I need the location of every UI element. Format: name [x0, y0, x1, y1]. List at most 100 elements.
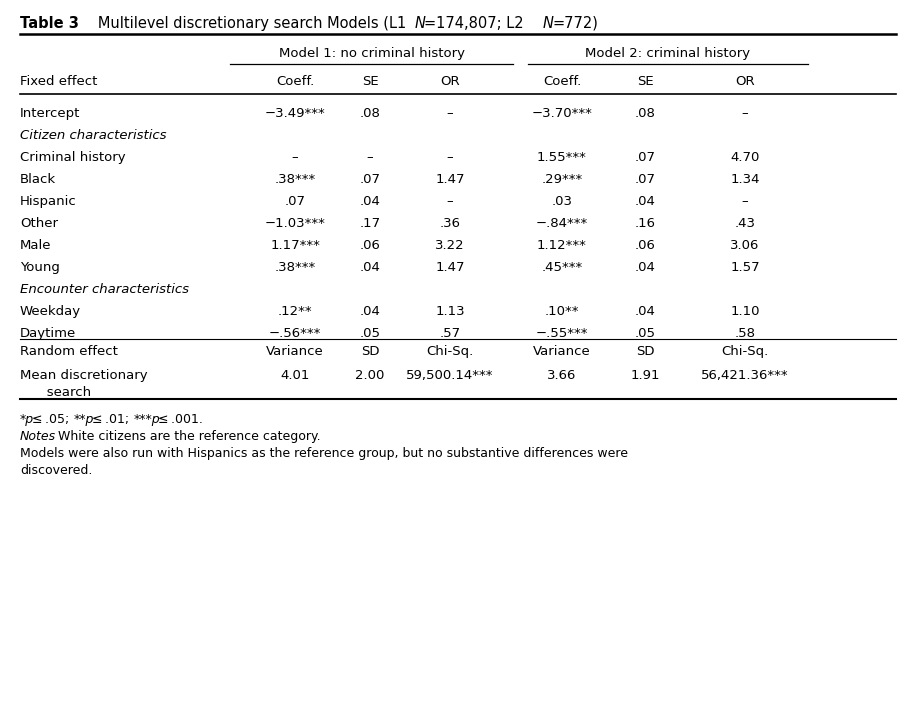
Text: Criminal history: Criminal history [20, 151, 125, 164]
Text: .06: .06 [635, 239, 656, 252]
Text: 1.57: 1.57 [730, 261, 759, 274]
Text: .45***: .45*** [541, 261, 583, 274]
Text: –: – [366, 151, 374, 164]
Text: 1.10: 1.10 [730, 305, 759, 318]
Text: *p: *p [20, 413, 34, 426]
Text: –: – [742, 107, 748, 120]
Text: Chi-Sq.: Chi-Sq. [722, 345, 769, 358]
Text: –: – [447, 195, 453, 208]
Text: .58: .58 [735, 327, 756, 340]
Text: .12**: .12** [278, 305, 312, 318]
Text: .04: .04 [360, 195, 380, 208]
Text: ≤ .01;: ≤ .01; [92, 413, 133, 426]
Text: −3.49***: −3.49*** [265, 107, 325, 120]
Text: SE: SE [362, 75, 378, 88]
Text: ≤ .001.: ≤ .001. [158, 413, 202, 426]
Text: .16: .16 [635, 217, 656, 230]
Text: Coeff.: Coeff. [543, 75, 581, 88]
Text: Model 2: criminal history: Model 2: criminal history [585, 47, 750, 60]
Text: Chi-Sq.: Chi-Sq. [426, 345, 474, 358]
Text: –: – [291, 151, 299, 164]
Text: .04: .04 [360, 305, 380, 318]
Text: .05: .05 [359, 327, 380, 340]
Text: 59,500.14***: 59,500.14*** [407, 369, 494, 382]
Text: 56,421.36***: 56,421.36*** [701, 369, 789, 382]
Text: Variance: Variance [267, 345, 324, 358]
Text: Young: Young [20, 261, 60, 274]
Text: −.84***: −.84*** [536, 217, 588, 230]
Text: 4.70: 4.70 [730, 151, 759, 164]
Text: OR: OR [736, 75, 755, 88]
Text: 1.13: 1.13 [435, 305, 464, 318]
Text: Variance: Variance [533, 345, 591, 358]
Text: Encounter characteristics: Encounter characteristics [20, 283, 189, 296]
Text: .29***: .29*** [541, 173, 583, 186]
Text: **p: **p [74, 413, 94, 426]
Text: . White citizens are the reference category.: . White citizens are the reference categ… [50, 430, 321, 443]
Text: 1.47: 1.47 [435, 261, 464, 274]
Text: discovered.: discovered. [20, 464, 93, 477]
Text: 1.34: 1.34 [730, 173, 759, 186]
Text: Random effect: Random effect [20, 345, 118, 358]
Text: 1.12***: 1.12*** [537, 239, 587, 252]
Text: SE: SE [637, 75, 653, 88]
Text: .38***: .38*** [275, 173, 316, 186]
Text: 1.55***: 1.55*** [537, 151, 587, 164]
Text: ***p: ***p [134, 413, 160, 426]
Text: Other: Other [20, 217, 58, 230]
Text: .05: .05 [635, 327, 656, 340]
Text: Notes: Notes [20, 430, 56, 443]
Text: .07: .07 [285, 195, 306, 208]
Text: 3.66: 3.66 [548, 369, 577, 382]
Text: 4.01: 4.01 [280, 369, 310, 382]
Text: Citizen characteristics: Citizen characteristics [20, 129, 167, 142]
Text: N: N [415, 16, 426, 31]
Text: .04: .04 [635, 261, 656, 274]
Text: 1.91: 1.91 [630, 369, 660, 382]
Text: .04: .04 [635, 195, 656, 208]
Text: .03: .03 [551, 195, 572, 208]
Text: 3.22: 3.22 [435, 239, 464, 252]
Text: .07: .07 [635, 173, 656, 186]
Text: 1.47: 1.47 [435, 173, 464, 186]
Text: Black: Black [20, 173, 56, 186]
Text: Daytime: Daytime [20, 327, 76, 340]
Text: Male: Male [20, 239, 51, 252]
Text: .08: .08 [635, 107, 656, 120]
Text: .57: .57 [440, 327, 461, 340]
Text: 1.17***: 1.17*** [270, 239, 320, 252]
Text: .04: .04 [635, 305, 656, 318]
Text: Model 1: no criminal history: Model 1: no criminal history [279, 47, 465, 60]
Text: Table 3: Table 3 [20, 16, 79, 31]
Text: Hispanic: Hispanic [20, 195, 77, 208]
Text: =772): =772) [552, 16, 598, 31]
Text: −.55***: −.55*** [536, 327, 588, 340]
Text: .04: .04 [360, 261, 380, 274]
Text: .08: .08 [360, 107, 380, 120]
Text: =174,807; L2: =174,807; L2 [424, 16, 529, 31]
Text: −1.03***: −1.03*** [265, 217, 325, 230]
Text: 2.00: 2.00 [355, 369, 385, 382]
Text: Models were also run with Hispanics as the reference group, but no substantive d: Models were also run with Hispanics as t… [20, 447, 628, 460]
Text: –: – [447, 107, 453, 120]
Text: –: – [447, 151, 453, 164]
Text: search: search [34, 386, 91, 399]
Text: SD: SD [361, 345, 379, 358]
Text: .43: .43 [735, 217, 756, 230]
Text: .38***: .38*** [275, 261, 316, 274]
Text: −.56***: −.56*** [268, 327, 322, 340]
Text: ≤ .05;: ≤ .05; [32, 413, 73, 426]
Text: −3.70***: −3.70*** [531, 107, 593, 120]
Text: Intercept: Intercept [20, 107, 81, 120]
Text: Mean discretionary: Mean discretionary [20, 369, 147, 382]
Text: 3.06: 3.06 [730, 239, 759, 252]
Text: N: N [543, 16, 554, 31]
Text: .07: .07 [635, 151, 656, 164]
Text: .17: .17 [359, 217, 380, 230]
Text: SD: SD [636, 345, 654, 358]
Text: –: – [742, 195, 748, 208]
Text: .06: .06 [360, 239, 380, 252]
Text: Multilevel discretionary search Models (L1: Multilevel discretionary search Models (… [84, 16, 411, 31]
Text: OR: OR [441, 75, 460, 88]
Text: .07: .07 [359, 173, 380, 186]
